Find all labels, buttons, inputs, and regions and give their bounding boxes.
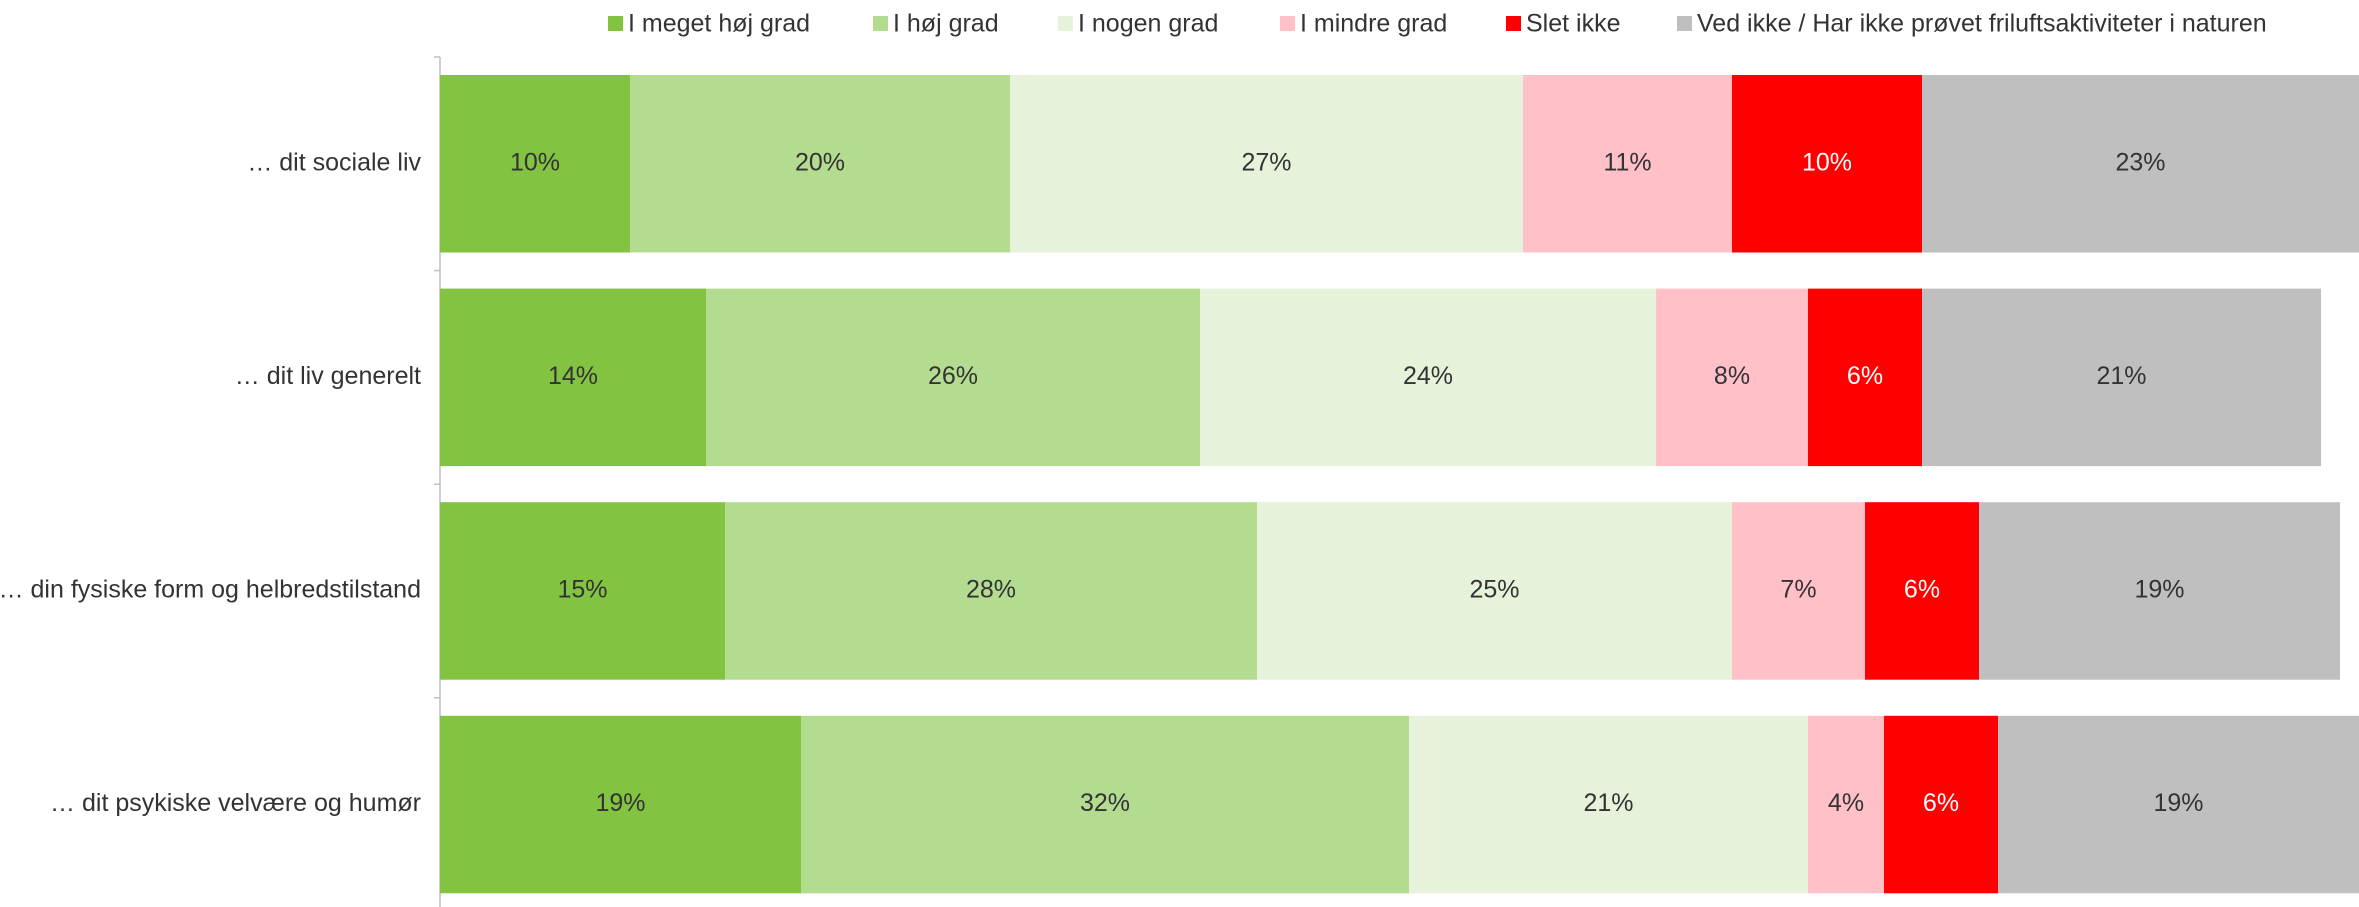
bar-segment [1656,288,1808,467]
bar-segment [1523,75,1732,253]
data-label: 25% [1469,576,1519,604]
bar-segment [1998,715,2359,894]
bar-segment [440,715,801,894]
data-label: 21% [1583,789,1633,817]
bar-segment [1808,288,1922,467]
bar-segment [1922,75,2359,253]
y-tick-label: … dit psykiske velvære og humør [50,789,421,817]
y-tick-label: … din fysiske form og helbredstilstand [0,576,421,604]
data-label: 6% [1847,362,1883,390]
bar-segment [1732,75,1922,253]
legend-label: Ved ikke / Har ikke prøvet friluftsaktiv… [1697,10,2267,38]
data-label: 20% [795,148,845,176]
y-tick-label: … dit sociale liv [247,148,421,176]
data-label: 11% [1603,148,1651,176]
legend-label: I nogen grad [1078,10,1218,38]
data-label: 15% [557,576,607,604]
data-label: 19% [2134,576,2184,604]
legend-label: I mindre grad [1300,10,1447,38]
bar-segment [1884,715,1998,894]
data-label: 19% [595,789,645,817]
legend-label: I høj grad [893,10,999,38]
bar-segment [1010,75,1523,253]
bar-segment [1922,288,2321,467]
data-label: 4% [1828,789,1864,817]
data-label: 28% [966,576,1016,604]
data-label: 23% [2115,148,2165,176]
data-label: 19% [2153,789,2203,817]
data-label: 26% [928,362,978,390]
bar-segment [440,75,630,253]
bar-segment [801,715,1409,894]
bar-segment [706,288,1200,467]
legend-swatch [873,16,888,31]
data-label: 14% [548,362,598,390]
legend-swatch [1058,16,1073,31]
legend-swatch [1506,16,1521,31]
data-label: 8% [1714,362,1750,390]
data-label: 10% [510,148,560,176]
data-label: 6% [1904,576,1940,604]
legend-swatch [1677,16,1692,31]
legend-swatch [608,16,623,31]
bar-segment [1200,288,1656,467]
data-label: 32% [1080,789,1130,817]
bar-segment [1865,502,1979,680]
bar-segment [1409,715,1808,894]
bar-segment [1732,502,1865,680]
bar-segment [1979,502,2340,680]
bar-segment [1257,502,1732,680]
data-label: 7% [1780,576,1816,604]
data-label: 10% [1802,148,1852,176]
bar-segment [630,75,1010,253]
legend-swatch [1280,16,1295,31]
data-label: 6% [1923,789,1959,817]
data-label: 21% [2096,362,2146,390]
y-tick-label: … dit liv generelt [235,362,421,390]
bar-segment [1808,715,1884,894]
data-label: 24% [1403,362,1453,390]
data-label: 27% [1241,148,1291,176]
bar-segment [440,502,725,680]
legend-label: Slet ikke [1526,10,1620,38]
bar-segment [440,288,706,467]
bar-segment [725,502,1257,680]
legend-label: I meget høj grad [628,10,810,38]
